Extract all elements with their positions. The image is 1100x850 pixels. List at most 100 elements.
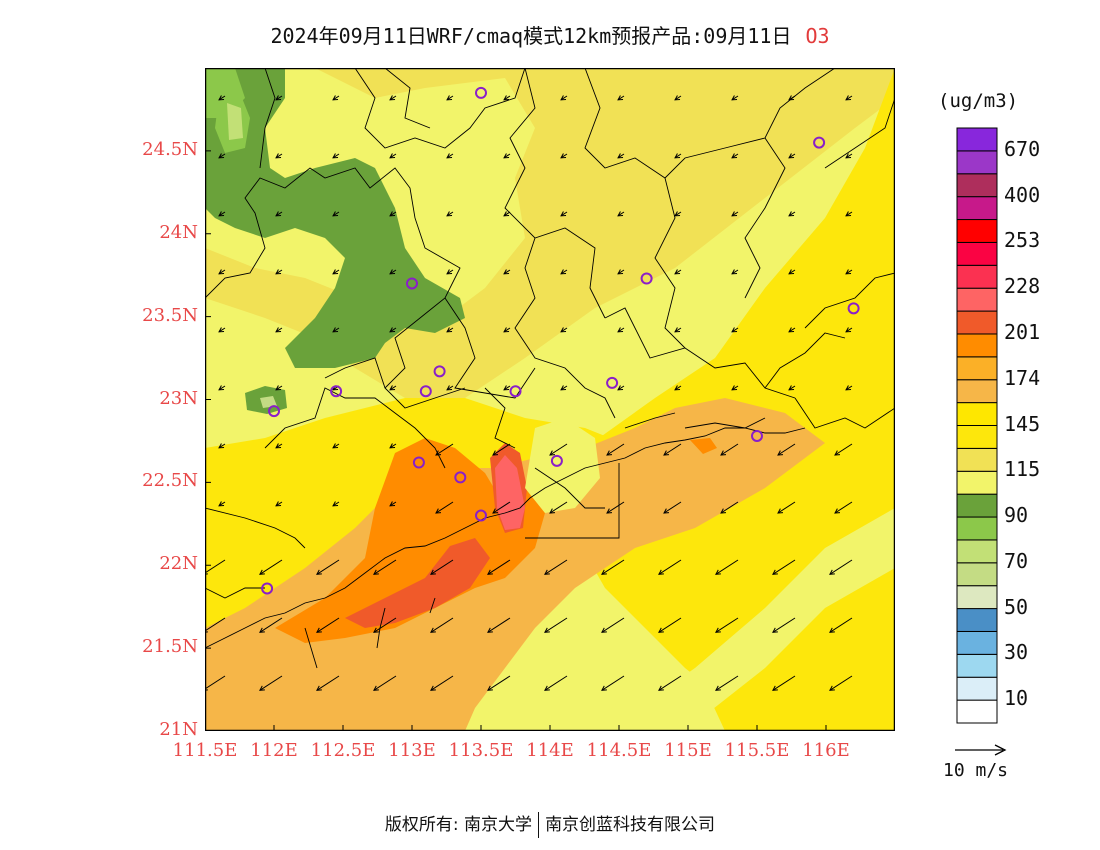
wind-vector — [446, 211, 454, 217]
wind-vector — [389, 443, 397, 449]
wind-vector — [845, 327, 853, 333]
footer-separator — [538, 812, 540, 838]
wind-vector — [218, 327, 226, 333]
wind-vector — [544, 559, 568, 575]
colorbar-label: 90 — [1004, 503, 1029, 528]
wind-vector — [731, 153, 739, 159]
colorbar-segment — [956, 127, 998, 152]
colorbar-label: 70 — [1004, 548, 1029, 573]
station-marker — [419, 385, 432, 398]
border-line — [584, 68, 836, 179]
wind-vector — [275, 327, 283, 333]
border-line — [444, 297, 536, 399]
border-line — [744, 137, 786, 299]
wind-vector — [332, 501, 340, 507]
wind-vector — [560, 385, 568, 391]
station-marker — [433, 365, 446, 378]
wind-vector — [259, 559, 283, 575]
colorbar-segment — [956, 470, 998, 495]
lat-tick-label: 23.5N — [142, 304, 198, 326]
border-line — [324, 357, 466, 409]
wind-vector — [674, 153, 682, 159]
wind-vector — [715, 675, 739, 691]
lat-tick-label: 24.5N — [142, 138, 198, 160]
wind-vector — [829, 617, 853, 633]
wind-vector — [834, 501, 853, 514]
border-line — [654, 177, 686, 349]
wind-vector — [544, 675, 568, 691]
station-marker — [847, 302, 860, 315]
lon-tick-label: 114.5E — [586, 740, 652, 761]
border-line — [264, 387, 446, 469]
field-70-islet — [260, 396, 277, 408]
colorbar-label: 670 — [1004, 136, 1041, 161]
title-text: 2024年09月11日WRF/cmaq模式12km预报产品:09月11日 — [270, 24, 792, 48]
colorbar-label: 115 — [1004, 457, 1041, 482]
wind-vector — [788, 269, 796, 275]
wind-vector — [772, 559, 796, 575]
colorbar-label: 174 — [1004, 365, 1041, 390]
wind-vector — [731, 385, 739, 391]
border-line — [624, 412, 676, 429]
footer-left: 版权所有: 南京大学 — [384, 815, 533, 835]
field-228-patch-1 — [345, 538, 490, 628]
wind-vector — [845, 153, 853, 159]
wind-vector — [617, 269, 625, 275]
colorbar-segment — [956, 562, 998, 587]
coast-line — [525, 463, 620, 539]
wind-vector — [731, 95, 739, 101]
wind-vector — [674, 327, 682, 333]
colorbar-segment — [956, 333, 998, 358]
colorbar-segment — [956, 310, 998, 335]
wind-vector — [503, 269, 511, 275]
wind-vector — [275, 95, 283, 101]
wind-vector — [446, 153, 454, 159]
lon-tick-label: 111.5E — [172, 740, 238, 761]
wind-vector — [446, 385, 454, 391]
wind-vector — [674, 95, 682, 101]
colorbar-segment — [956, 676, 998, 701]
station-marker — [751, 429, 763, 442]
colorbar-segment — [956, 241, 998, 266]
wind-vector — [389, 385, 397, 391]
wind-vector — [389, 327, 397, 333]
wind-vector — [503, 95, 511, 101]
station-marker — [606, 376, 619, 389]
colorbar-label: 253 — [1004, 228, 1041, 253]
ozone-map — [205, 68, 895, 731]
wind-vector — [560, 211, 568, 217]
colorbar-segment — [956, 699, 998, 724]
wind-vector — [658, 559, 682, 575]
wind-vector — [259, 675, 283, 691]
border-line — [205, 507, 306, 549]
colorbar-segment — [956, 516, 998, 541]
wind-vector — [560, 327, 568, 333]
wind-vector — [275, 443, 283, 449]
station-marker — [509, 385, 522, 398]
station-marker — [454, 471, 467, 484]
wind-vector — [435, 501, 454, 514]
wind-vector — [446, 95, 454, 101]
wind-vector — [829, 675, 853, 691]
colorbar-segment — [956, 356, 998, 381]
colorbar-label: 30 — [1004, 640, 1029, 665]
wind-vector — [373, 617, 397, 633]
wind-vector — [218, 443, 226, 449]
colorbar-segment — [956, 653, 998, 678]
field-light-yellow-1 — [460, 93, 490, 148]
wind-vector — [658, 617, 682, 633]
border-line — [259, 68, 276, 169]
wind-vector — [845, 269, 853, 275]
lat-tick-label: 21.5N — [142, 636, 198, 658]
wind-vector — [430, 617, 454, 633]
colorbar-segment — [956, 150, 998, 175]
wind-vector — [772, 675, 796, 691]
wind-vector — [316, 559, 340, 575]
border-line — [384, 217, 461, 389]
wind-vector — [788, 95, 796, 101]
wind-vector — [389, 95, 397, 101]
coast-line — [304, 627, 318, 669]
wind-vector — [218, 95, 226, 101]
wind-vector — [788, 153, 796, 159]
lon-tick-label: 113.5E — [448, 740, 514, 761]
